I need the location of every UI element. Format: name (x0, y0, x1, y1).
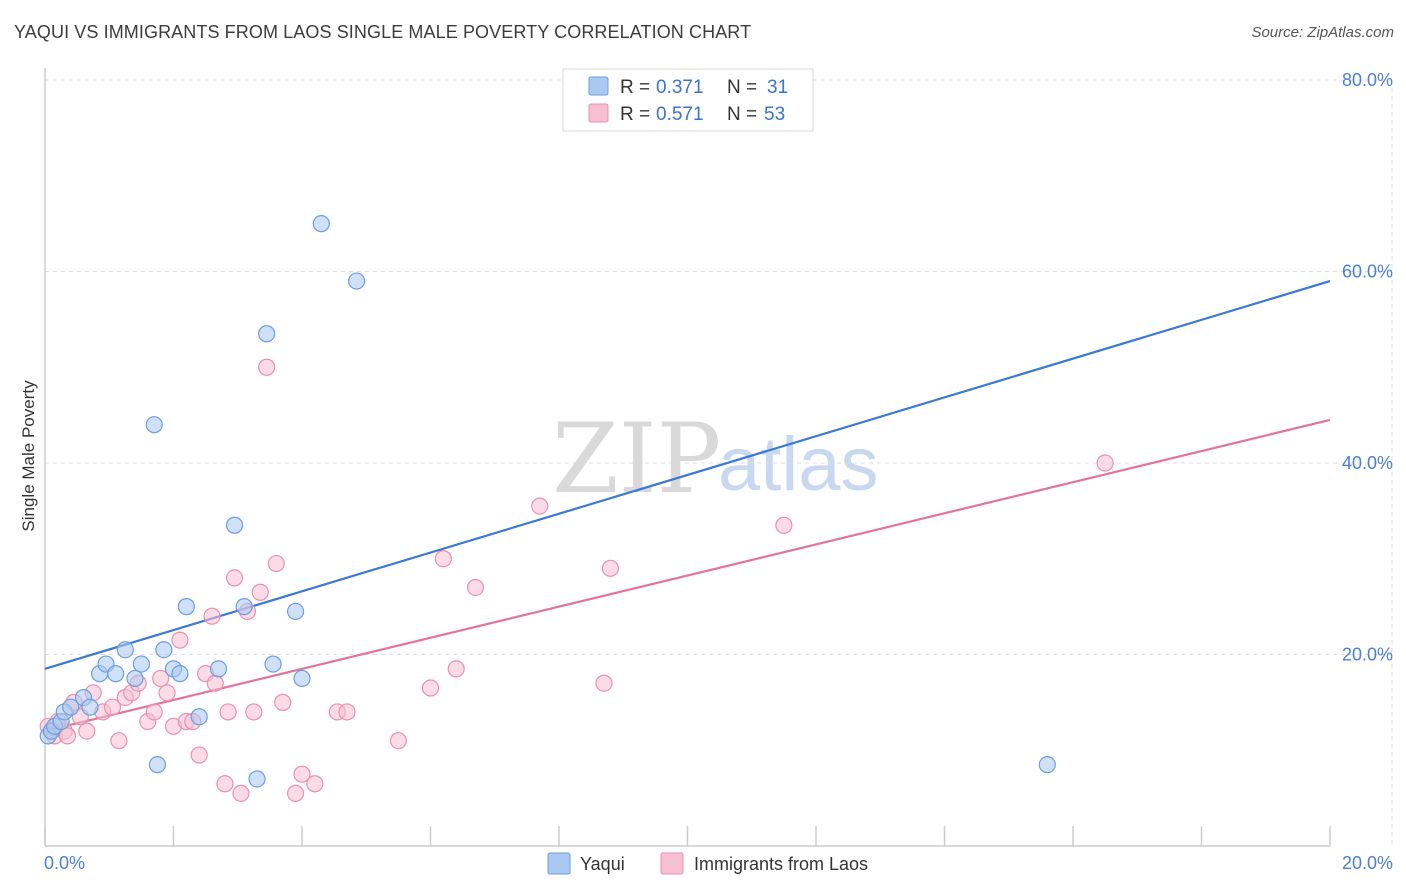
bottom-legend-label-yaqui: Yaqui (580, 854, 625, 874)
legend-swatch-laos (588, 103, 609, 123)
point-laos-46 (447, 660, 465, 678)
legend-laos-n-label: N = (727, 104, 757, 125)
x-tick-label-max: 20.0% (1342, 853, 1393, 873)
point-laos-39 (293, 765, 311, 783)
point-laos-26 (203, 607, 221, 625)
series-yaqui-points (39, 215, 1056, 788)
point-yaqui-29 (312, 215, 330, 233)
legend-laos-n-value: 53 (764, 104, 785, 125)
point-laos-19 (158, 684, 176, 702)
point-laos-50 (601, 559, 620, 577)
point-yaqui-30 (348, 272, 366, 290)
point-laos-12 (110, 732, 128, 750)
y-tick-label-3: 80.0% (1342, 70, 1393, 90)
gridlines (45, 79, 1393, 846)
point-yaqui-28 (293, 669, 311, 688)
point-laos-27 (206, 674, 224, 692)
point-yaqui-26 (264, 655, 282, 673)
y-tick-label-1: 40.0% (1342, 453, 1393, 473)
point-laos-51 (775, 516, 793, 534)
point-yaqui-7 (81, 698, 99, 716)
point-laos-37 (274, 693, 292, 711)
tick-labels: 20.0% 40.0% 60.0% 80.0% 0.0% 20.0% (44, 70, 1393, 873)
point-laos-28 (216, 775, 234, 793)
point-laos-35 (258, 358, 276, 376)
point-yaqui-18 (171, 665, 189, 683)
legend-laos-r-value: 0.571 (656, 104, 704, 125)
bottom-legend: Yaqui Immigrants from Laos (547, 852, 868, 875)
point-yaqui-15 (148, 756, 167, 774)
point-yaqui-13 (132, 655, 150, 673)
bottom-legend-label-laos: Immigrants from Laos (694, 854, 868, 874)
point-yaqui-27 (286, 602, 305, 621)
point-yaqui-24 (248, 770, 266, 788)
point-laos-24 (190, 746, 208, 764)
trend-line-laos (44, 418, 1331, 733)
point-yaqui-20 (190, 708, 208, 726)
point-laos-49 (595, 674, 613, 692)
point-laos-40 (306, 775, 324, 793)
point-laos-5 (58, 727, 77, 745)
point-laos-52 (1096, 454, 1114, 472)
point-laos-47 (466, 578, 485, 597)
legend: R = 0.371 N = 31 R = 0.571 N = 53 (562, 68, 814, 132)
legend-laos-r-label: R = (620, 104, 650, 125)
point-laos-48 (531, 497, 549, 515)
point-laos-29 (219, 703, 237, 721)
point-yaqui-5 (62, 698, 80, 716)
y-tick-label-2: 60.0% (1342, 262, 1393, 282)
trend-lines (44, 280, 1331, 733)
x-tick-label-min: 0.0% (44, 853, 85, 873)
bottom-legend-swatch-laos (660, 852, 684, 875)
point-laos-11 (103, 698, 122, 716)
point-yaqui-25 (258, 325, 276, 343)
point-laos-33 (245, 703, 263, 721)
point-laos-36 (267, 554, 285, 573)
point-yaqui-11 (116, 641, 134, 659)
point-laos-30 (225, 569, 244, 587)
chart-title: YAQUI VS IMMIGRANTS FROM LAOS SINGLE MAL… (14, 22, 752, 42)
point-yaqui-31 (1038, 756, 1056, 774)
y-tick-label-0: 20.0% (1342, 645, 1393, 665)
point-laos-38 (286, 784, 305, 802)
point-yaqui-21 (209, 660, 228, 678)
point-laos-42 (338, 703, 356, 721)
legend-yaqui-n-label: N = (727, 77, 757, 98)
point-laos-17 (145, 703, 163, 721)
point-yaqui-12 (126, 669, 144, 688)
point-laos-31 (232, 784, 250, 802)
point-yaqui-23 (235, 598, 253, 616)
point-yaqui-14 (145, 416, 163, 434)
point-laos-8 (78, 722, 96, 740)
legend-yaqui-r-value: 0.371 (656, 77, 704, 98)
point-yaqui-10 (107, 665, 125, 683)
legend-yaqui-r-label: R = (620, 77, 650, 98)
watermark-zip: ZIP (552, 403, 721, 515)
watermark-atlas: atlas (718, 422, 879, 507)
point-laos-43 (389, 732, 407, 750)
point-yaqui-22 (225, 516, 244, 534)
y-axis-title: Single Male Poverty (19, 380, 38, 532)
source-label: Source: ZipAtlas.com (1251, 24, 1394, 41)
point-yaqui-16 (155, 641, 173, 659)
point-laos-34 (251, 583, 269, 601)
point-laos-18 (152, 669, 170, 688)
legend-swatch-yaqui (588, 76, 609, 96)
watermark: ZIP atlas (552, 403, 879, 515)
point-laos-21 (171, 631, 189, 649)
bottom-legend-swatch-yaqui (547, 852, 571, 875)
point-laos-44 (421, 679, 440, 697)
axes (44, 68, 1331, 847)
point-laos-45 (434, 550, 452, 568)
legend-yaqui-n-value: 31 (767, 77, 788, 98)
trend-line-yaqui (44, 280, 1331, 670)
point-yaqui-19 (177, 598, 195, 616)
